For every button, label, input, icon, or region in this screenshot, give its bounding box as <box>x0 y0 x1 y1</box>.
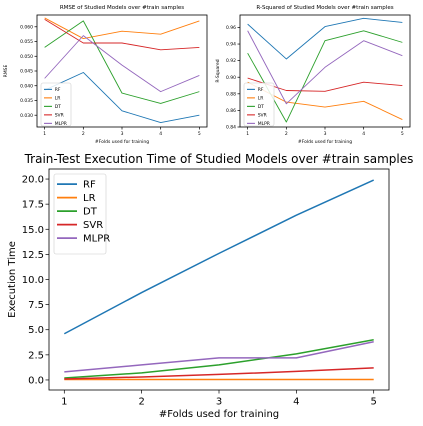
x-tick-label: 2 <box>82 131 85 137</box>
x-axis-label: #Folds used for training <box>298 139 352 145</box>
series-line-rf <box>44 72 200 124</box>
legend-label-svr: SVR <box>83 220 103 231</box>
x-tick-label: 3 <box>324 131 327 137</box>
chart-1: RMSE of Studied Models over #train sampl… <box>3 5 208 145</box>
legend-label-lr: LR <box>258 95 264 101</box>
y-tick-label: 0.90 <box>226 75 236 81</box>
legend-label-rf: RF <box>258 87 264 93</box>
y-axis-label: Execution Time <box>7 241 18 318</box>
x-tick-label: 4 <box>293 397 299 408</box>
legend-label-rf: RF <box>83 180 96 191</box>
y-tick-label: 0.88 <box>226 91 236 97</box>
y-tick-label: 20.0 <box>22 175 44 186</box>
x-tick-label: 1 <box>61 397 67 408</box>
chart-3: Train-Test Execution Time of Studied Mod… <box>7 152 413 420</box>
legend-label-svr: SVR <box>258 112 267 118</box>
y-axis-label: RMSE <box>3 64 9 77</box>
y-tick-label: 0.055 <box>20 39 33 45</box>
legend-label-dt: DT <box>83 207 98 218</box>
chart-title: RMSE of Studied Models over #train sampl… <box>60 5 184 11</box>
legend-label-mlpr: MLPR <box>55 121 67 127</box>
legend-label-lr: LR <box>55 95 61 101</box>
series-line-rf <box>63 179 375 335</box>
x-tick-label: 3 <box>216 397 222 408</box>
x-tick-label: 1 <box>246 131 249 137</box>
legend-label-mlpr: MLPR <box>83 234 110 245</box>
legend: RF LR DT SVR MLPR <box>53 173 110 255</box>
series-line-lr <box>44 17 200 40</box>
x-tick-label: 2 <box>285 131 288 137</box>
x-tick-label: 5 <box>401 131 404 137</box>
series-line-svr <box>44 19 200 51</box>
x-axis-label: #Folds used for training <box>159 409 279 420</box>
y-tick-label: 7.5 <box>28 300 44 311</box>
series-line-mlpr <box>44 35 200 93</box>
series-line-rf <box>247 17 403 60</box>
y-tick-label: 0.045 <box>20 69 33 75</box>
x-tick-label: 2 <box>138 397 144 408</box>
y-tick-label: 0.84 <box>226 125 236 131</box>
x-axis-label: #Folds used for training <box>95 139 149 145</box>
x-tick-label: 4 <box>159 131 162 137</box>
y-tick-label: 0.040 <box>20 83 33 89</box>
y-tick-label: 17.5 <box>22 200 44 211</box>
y-tick-label: 0.060 <box>20 24 33 30</box>
y-tick-label: 0.94 <box>226 42 236 48</box>
legend: RF LR DT SVR MLPR <box>40 82 72 127</box>
y-tick-label: 0.050 <box>20 54 33 60</box>
legend-label-rf: RF <box>55 87 61 93</box>
y-tick-label: 0.0 <box>28 375 44 386</box>
y-tick-label: 0.030 <box>20 113 33 119</box>
series-line-dt <box>64 339 374 379</box>
x-tick-label: 4 <box>362 131 365 137</box>
y-tick-label: 5.0 <box>28 325 44 336</box>
legend: RF LR DT SVR MLPR <box>243 82 275 127</box>
x-tick-label: 5 <box>198 131 201 137</box>
y-tick-label: 0.92 <box>226 58 236 64</box>
chart-title: Train-Test Execution Time of Studied Mod… <box>24 152 414 166</box>
y-tick-label: 0.96 <box>226 25 236 31</box>
legend-label-svr: SVR <box>55 112 64 118</box>
x-tick-label: 1 <box>43 131 46 137</box>
legend-label-lr: LR <box>83 193 96 204</box>
y-tick-label: 0.86 <box>226 108 236 114</box>
y-tick-label: 2.5 <box>28 350 44 361</box>
y-tick-label: 12.5 <box>22 250 44 261</box>
legend-frame <box>53 173 107 255</box>
chart-2: R-Squared of Studied Models over #train … <box>215 5 411 145</box>
series-line-svr <box>64 367 374 380</box>
legend-label-dt: DT <box>55 104 61 110</box>
x-tick-label: 5 <box>371 397 377 408</box>
series-line-mlpr <box>64 341 374 373</box>
y-tick-label: 15.0 <box>22 225 44 236</box>
legend-label-dt: DT <box>258 104 264 110</box>
y-tick-label: 10.0 <box>22 275 44 286</box>
series-line-dt <box>44 20 200 104</box>
y-axis-label: R-Squared <box>215 59 221 82</box>
y-tick-label: 0.035 <box>20 98 33 104</box>
chart-title: R-Squared of Studied Models over #train … <box>256 5 393 11</box>
legend-label-mlpr: MLPR <box>258 121 270 127</box>
series-line-mlpr <box>247 30 403 105</box>
x-tick-label: 3 <box>121 131 124 137</box>
